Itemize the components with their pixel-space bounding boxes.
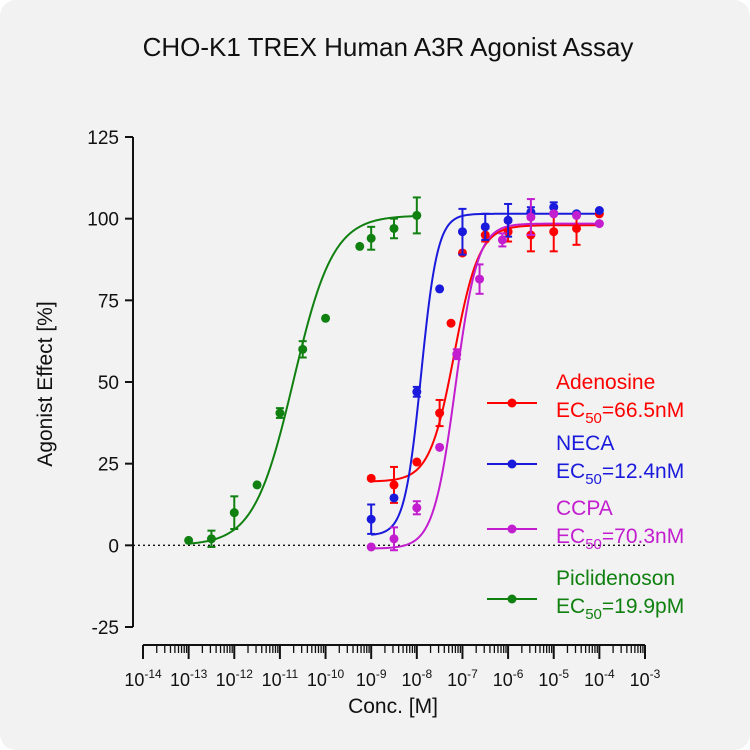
data-point-ccpa bbox=[572, 210, 582, 220]
legend-marker bbox=[507, 459, 517, 469]
y-tick-label: -25 bbox=[92, 618, 119, 639]
fit-curve-ccpa bbox=[371, 222, 600, 550]
data-point-ccpa bbox=[475, 274, 485, 284]
data-point-neca bbox=[389, 493, 399, 503]
data-point-ccpa bbox=[594, 219, 604, 229]
data-point-piclidenoson bbox=[252, 480, 262, 490]
data-point-piclidenoson bbox=[275, 408, 285, 418]
data-point-adenosine bbox=[435, 408, 445, 418]
data-point-piclidenoson bbox=[184, 535, 194, 545]
data-point-ccpa bbox=[526, 212, 536, 222]
data-point-piclidenoson bbox=[412, 210, 422, 220]
legend-ec50: EC50=70.3nM bbox=[556, 525, 684, 553]
y-tick-label: 50 bbox=[98, 373, 119, 394]
data-point-ccpa bbox=[366, 542, 376, 552]
axes: -25 0 25 50 75 100 125 10-14 10-13 10-12 10-11 10-1… bbox=[87, 128, 660, 690]
data-point-ccpa bbox=[452, 349, 462, 359]
y-tick-label: 0 bbox=[108, 536, 119, 557]
data-point-ccpa bbox=[549, 209, 559, 219]
x-tick-label: 10-4 bbox=[584, 667, 615, 690]
data-point-adenosine bbox=[549, 227, 559, 237]
legend-marker bbox=[507, 524, 517, 534]
data-point-adenosine bbox=[412, 457, 422, 467]
data-point-neca bbox=[457, 227, 467, 237]
legend-marker bbox=[507, 594, 517, 604]
data-point-adenosine bbox=[389, 480, 399, 490]
data-point-piclidenoson bbox=[321, 313, 331, 323]
data-point-ccpa bbox=[497, 235, 507, 245]
x-tick-label: 10-10 bbox=[307, 667, 345, 690]
legend-ec50: EC50=19.9pM bbox=[556, 595, 684, 623]
x-tick-label: 10-8 bbox=[401, 667, 432, 690]
fit-curve-piclidenoson bbox=[188, 215, 417, 545]
legend-marker bbox=[507, 398, 517, 408]
legend: Adenosine EC50=66.5nM NECA EC50=12.4nM CCPA E… bbox=[487, 371, 684, 623]
data-point-ccpa bbox=[389, 534, 399, 544]
data-point-neca bbox=[480, 222, 490, 232]
y-tick-label: 125 bbox=[87, 128, 119, 149]
data-point-ccpa bbox=[435, 442, 445, 452]
x-tick-label: 10-11 bbox=[262, 667, 299, 690]
data-point-piclidenoson bbox=[366, 233, 376, 243]
chart-title: CHO-K1 TREX Human A3R Agonist Assay bbox=[143, 32, 634, 62]
data-point-ccpa bbox=[412, 503, 422, 513]
x-tick-label: 10-12 bbox=[216, 667, 254, 690]
y-axis-label: Agonist Effect [%] bbox=[34, 301, 57, 466]
data-point-piclidenoson bbox=[206, 534, 216, 544]
data-point-adenosine bbox=[572, 223, 582, 233]
data-point-adenosine bbox=[446, 318, 456, 328]
x-axis-label: Conc. [M] bbox=[348, 695, 438, 718]
x-tick-label: 10-6 bbox=[493, 667, 524, 690]
legend-ec50: EC50=66.5nM bbox=[556, 399, 684, 427]
data-point-neca bbox=[594, 206, 604, 215]
x-tick-label: 10-9 bbox=[356, 667, 387, 690]
data-point-neca bbox=[366, 514, 376, 524]
data-point-neca bbox=[549, 202, 559, 212]
x-tick-label: 10-13 bbox=[170, 667, 208, 690]
x-tick-label: 10-14 bbox=[124, 667, 162, 690]
legend-name: CCPA bbox=[556, 497, 613, 520]
y-tick-label: 100 bbox=[87, 210, 119, 231]
data-point-neca bbox=[435, 284, 445, 294]
legend-name: NECA bbox=[556, 432, 614, 455]
data-point-piclidenoson bbox=[229, 508, 239, 518]
y-tick-label: 25 bbox=[98, 455, 119, 476]
legend-name: Piclidenoson bbox=[556, 567, 675, 590]
legend-name: Adenosine bbox=[556, 371, 655, 394]
x-tick-label: 10-5 bbox=[538, 667, 569, 690]
data-point-adenosine bbox=[366, 473, 376, 483]
x-tick-label: 10-7 bbox=[447, 667, 478, 690]
data-point-neca bbox=[412, 387, 422, 397]
data-point-piclidenoson bbox=[355, 241, 365, 251]
legend-ec50: EC50=12.4nM bbox=[556, 460, 684, 488]
y-tick-label: 75 bbox=[98, 291, 119, 312]
data-point-piclidenoson bbox=[298, 344, 308, 354]
x-tick-label: 10-3 bbox=[630, 667, 661, 690]
data-point-piclidenoson bbox=[389, 223, 399, 233]
data-points bbox=[184, 196, 604, 552]
data-point-neca bbox=[503, 215, 513, 225]
